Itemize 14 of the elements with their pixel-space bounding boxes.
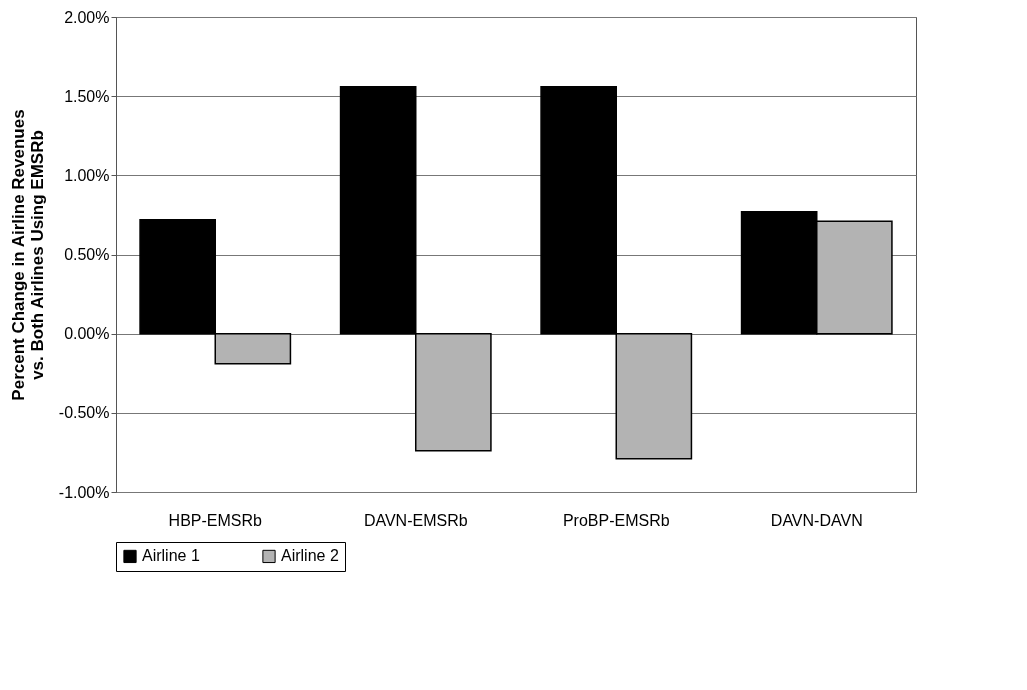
y-tick-label: -0.50% xyxy=(58,404,110,422)
y-tick-label: 2.00% xyxy=(64,8,110,26)
y-axis-title: Percent Change in Airline Revenues vs. Both Airlines Using EMSRb xyxy=(8,109,47,401)
legend-label: Airline 2 xyxy=(281,547,339,565)
x-tick-label: ProBP-EMSRb xyxy=(562,511,670,529)
y-tick-label: 1.50% xyxy=(64,87,110,105)
y-tick-label: 1.00% xyxy=(64,166,110,184)
y-tick-label: -1.00% xyxy=(58,483,110,501)
y-tick-label: 0.50% xyxy=(64,246,110,263)
y-tick-label: 0.00% xyxy=(64,325,110,343)
x-tick-label: DAVN-DAVN xyxy=(770,511,863,529)
x-tick-label: HBP-EMSRb xyxy=(168,511,263,529)
legend-label: Airline 1 xyxy=(142,547,200,565)
x-tick-label: DAVN-EMSRb xyxy=(363,511,468,529)
